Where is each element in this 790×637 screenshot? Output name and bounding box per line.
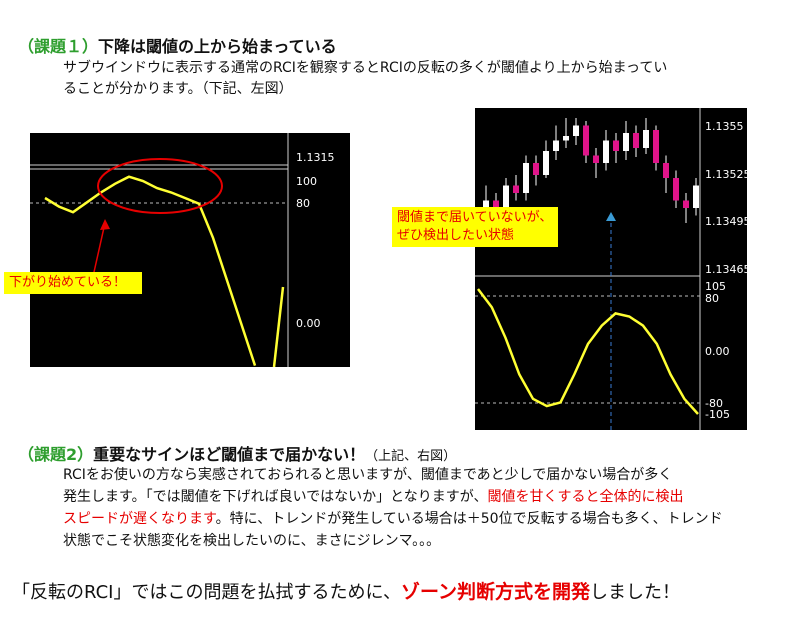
candle-body bbox=[663, 163, 669, 178]
rci-line-left bbox=[44, 175, 257, 366]
section1-body-line2: ることが分かります。（下記、左図） bbox=[63, 81, 293, 97]
candle-body bbox=[633, 133, 639, 148]
candle-body bbox=[543, 151, 549, 175]
section2-body-line4: 状態でこそ状態変化を検出したいのに、まさにジレンマ。。。 bbox=[63, 533, 441, 549]
candles-group bbox=[483, 118, 699, 238]
section1-heading: （課題１）下降は閾値の上から始まっている bbox=[18, 33, 337, 57]
section2-body-line1: RCIをお使いの方なら実感されておられると思いますが、閾値まであと少しで届かない… bbox=[63, 467, 673, 483]
candle-body bbox=[693, 185, 699, 208]
section2-title: 重要なサインほど閾値まで届かない！ bbox=[93, 445, 366, 464]
section1-title: 下降は閾値の上から始まっている bbox=[98, 37, 337, 56]
right-note-line2: ぜひ検出したい状態 bbox=[397, 228, 515, 243]
candle-body bbox=[673, 178, 679, 201]
pointer-arrow bbox=[91, 222, 106, 282]
label-80: 80 bbox=[296, 197, 310, 210]
price-label-4: 1.13465 bbox=[705, 263, 747, 276]
conclusion-highlight: ゾーン判断方式を開発 bbox=[400, 581, 591, 603]
rci-label-0: 0.00 bbox=[705, 345, 730, 358]
section2-body-line2b: 閾値を甘くすると全体的に検出 bbox=[487, 489, 684, 505]
candle-body bbox=[573, 125, 579, 136]
candle-body bbox=[533, 163, 539, 175]
candle-body bbox=[683, 200, 689, 208]
candle-body bbox=[653, 130, 659, 163]
label-0: 0.00 bbox=[296, 317, 321, 330]
candle-body bbox=[503, 185, 509, 216]
buy-arrow bbox=[606, 212, 616, 221]
section1-prefix: （課題１） bbox=[18, 37, 99, 56]
section2-body-line3b: 。特に、トレンドが発生している場合は＋50位で反転する場合も多く、トレンド bbox=[215, 511, 723, 527]
candle-body bbox=[593, 155, 599, 163]
section2-ref: （上記、右図） bbox=[365, 449, 457, 464]
section2-body-line2a: 発生します。「では閾値を下げれば良いではないか」となりますが、 bbox=[63, 489, 488, 505]
candle-body bbox=[553, 140, 559, 151]
rci-label-minus105: -105 bbox=[705, 408, 730, 421]
rci-label-minus80: -80 bbox=[705, 397, 723, 410]
left-note: 下がり始めている！ bbox=[4, 272, 142, 294]
candle-body bbox=[603, 140, 609, 163]
candle-body bbox=[643, 130, 649, 148]
candle-body bbox=[563, 136, 569, 141]
pointer-arrowhead bbox=[100, 219, 110, 230]
section2-body-line3a: スピードが遅くなります bbox=[63, 511, 216, 527]
rci-line-left-tail bbox=[272, 286, 285, 367]
price-label-2: 1.13525 bbox=[705, 168, 747, 181]
label-price: 1.1315 bbox=[296, 151, 335, 164]
rci-label-105: 105 bbox=[705, 280, 726, 293]
candle-body bbox=[583, 125, 589, 156]
right-note-line1: 閾値まで届いていないが、 bbox=[397, 210, 553, 225]
label-100: 100 bbox=[296, 175, 317, 188]
conclusion-part1: 「反転のRCI」ではこの問題を払拭するために、 bbox=[12, 582, 401, 603]
highlight-circle bbox=[97, 158, 223, 214]
conclusion: 「反転のRCI」ではこの問題を払拭するために、ゾーン判断方式を開発しました！ bbox=[12, 577, 680, 604]
price-label-1: 1.1355 bbox=[705, 120, 744, 133]
candle-body bbox=[613, 140, 619, 151]
section2-prefix: （課題2） bbox=[18, 445, 94, 464]
candle-body bbox=[523, 163, 529, 193]
section1-body-line1: サブウインドウに表示する通常のRCIを観察するとRCIの反転の多くが閾値より上か… bbox=[63, 60, 668, 76]
right-rci-chart: 1.1355 1.13525 1.13495 1.13465 105 80 0.… bbox=[475, 108, 747, 430]
candle-body bbox=[513, 185, 519, 193]
section2-heading: （課題2）重要なサインほど閾値まで届かない！（上記、右図） bbox=[18, 441, 456, 465]
candle-body bbox=[623, 133, 629, 151]
price-label-3: 1.13495 bbox=[705, 215, 747, 228]
rci-line-right bbox=[477, 288, 699, 415]
left-rci-chart: 1.1315 100 80 0.00 bbox=[30, 133, 350, 367]
rci-label-80: 80 bbox=[705, 292, 719, 305]
section2-body-line2: 発生します。「では閾値を下げれば良いではないか」となりますが、閾値を甘くすると全… bbox=[63, 487, 683, 508]
section2-body-line3: スピードが遅くなります。特に、トレンドが発生している場合は＋50位で反転する場合… bbox=[63, 509, 723, 530]
conclusion-part3: しました！ bbox=[590, 582, 681, 603]
right-chart-svg bbox=[475, 108, 701, 430]
right-note: 閾値まで届いていないが、 ぜひ検出したい状態 bbox=[392, 207, 558, 247]
left-rci-svg bbox=[30, 133, 289, 367]
